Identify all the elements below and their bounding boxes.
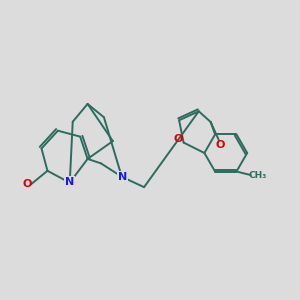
Text: O: O	[173, 134, 183, 144]
Text: O: O	[23, 179, 32, 189]
Text: N: N	[65, 177, 74, 187]
Text: O: O	[216, 140, 225, 150]
Text: CH₃: CH₃	[248, 171, 266, 180]
Text: N: N	[118, 172, 127, 182]
